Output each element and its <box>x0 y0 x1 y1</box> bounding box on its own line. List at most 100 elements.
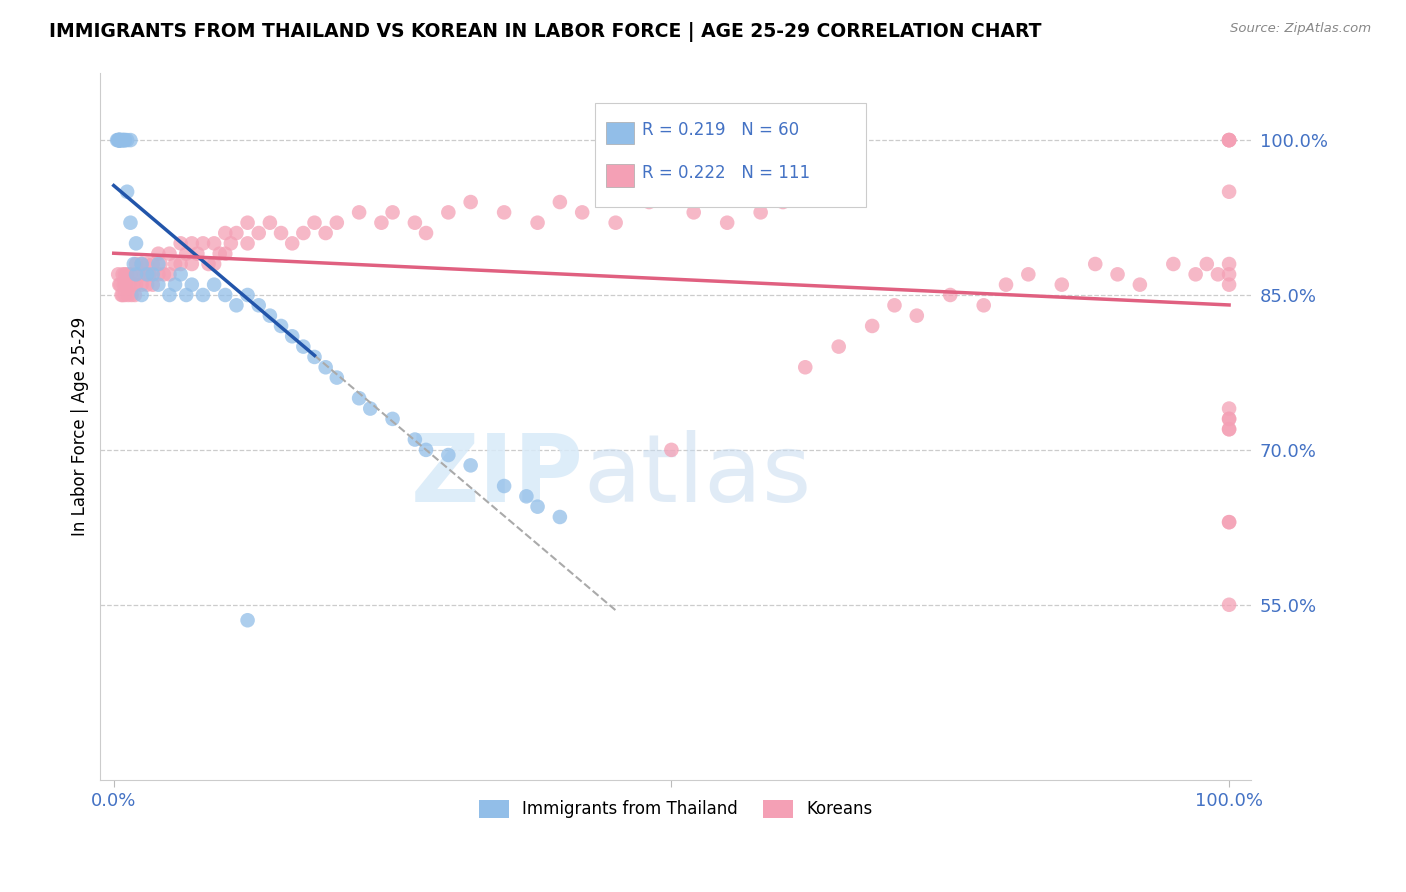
Point <box>108 133 131 147</box>
Point <box>180 236 202 251</box>
Point <box>148 257 170 271</box>
Point <box>1206 268 1229 282</box>
Point <box>1218 401 1240 416</box>
Point <box>1218 515 1240 529</box>
Point <box>381 205 404 219</box>
Point <box>131 257 153 271</box>
Point <box>125 277 148 292</box>
Point <box>131 277 153 292</box>
Point <box>136 268 159 282</box>
Point <box>270 226 292 240</box>
Point <box>315 360 337 375</box>
Point <box>749 205 772 219</box>
Text: IMMIGRANTS FROM THAILAND VS KOREAN IN LABOR FORCE | AGE 25-29 CORRELATION CHART: IMMIGRANTS FROM THAILAND VS KOREAN IN LA… <box>49 22 1042 42</box>
Point <box>494 205 516 219</box>
Point <box>247 226 270 240</box>
Point <box>149 257 172 271</box>
Point <box>148 246 170 260</box>
Point <box>169 257 191 271</box>
Point <box>1084 257 1107 271</box>
Point <box>197 257 219 271</box>
Point <box>259 309 281 323</box>
Text: R = 0.219   N = 60: R = 0.219 N = 60 <box>643 121 800 139</box>
Point <box>110 133 132 147</box>
Point <box>1218 133 1240 147</box>
Point <box>136 277 159 292</box>
Point <box>460 458 482 473</box>
Point <box>122 277 145 292</box>
Point <box>110 133 132 147</box>
Point <box>347 205 370 219</box>
Point <box>973 298 995 312</box>
Point <box>148 277 170 292</box>
Point <box>214 246 236 260</box>
Point <box>437 448 460 462</box>
Point <box>460 195 482 210</box>
Point <box>111 133 134 147</box>
Point <box>225 298 247 312</box>
Point <box>214 226 236 240</box>
Point <box>292 340 315 354</box>
Point <box>169 236 191 251</box>
Point <box>219 236 242 251</box>
Point <box>108 133 131 147</box>
Point <box>112 277 135 292</box>
Point <box>118 277 141 292</box>
Point <box>1218 412 1240 426</box>
Point <box>159 246 181 260</box>
Point <box>148 268 170 282</box>
Point <box>1163 257 1185 271</box>
Point <box>259 216 281 230</box>
Point <box>716 216 738 230</box>
Point <box>270 318 292 333</box>
Point <box>115 133 138 147</box>
Point <box>112 133 135 147</box>
Point <box>115 185 138 199</box>
Point <box>381 412 404 426</box>
Point <box>131 257 153 271</box>
Point <box>995 277 1018 292</box>
Point <box>142 277 165 292</box>
Point <box>107 133 129 147</box>
Point <box>165 277 187 292</box>
Point <box>1184 268 1206 282</box>
Point <box>304 350 326 364</box>
Point <box>281 329 304 343</box>
Point <box>1218 515 1240 529</box>
Point <box>121 288 143 302</box>
Point <box>114 133 136 147</box>
Point <box>1218 422 1240 436</box>
Point <box>772 195 794 210</box>
Point <box>370 216 392 230</box>
Point <box>1218 257 1240 271</box>
Point <box>208 246 231 260</box>
Point <box>125 257 148 271</box>
Point <box>1195 257 1218 271</box>
Point <box>125 268 148 282</box>
Point <box>191 236 214 251</box>
Point <box>794 360 817 375</box>
Point <box>110 288 132 302</box>
Point <box>515 489 537 503</box>
Point <box>114 288 136 302</box>
Point <box>404 433 426 447</box>
Point <box>202 277 225 292</box>
Point <box>1017 268 1039 282</box>
Point <box>108 277 131 292</box>
Point <box>105 133 128 147</box>
Point <box>292 226 315 240</box>
Point <box>1218 268 1240 282</box>
Point <box>180 277 202 292</box>
Point <box>638 195 661 210</box>
Point <box>605 216 627 230</box>
FancyBboxPatch shape <box>606 164 634 186</box>
Point <box>281 236 304 251</box>
Point <box>159 288 181 302</box>
Point <box>108 133 131 147</box>
Point <box>127 268 149 282</box>
Point <box>153 268 176 282</box>
Point <box>132 268 155 282</box>
Point <box>124 288 146 302</box>
Point <box>1129 277 1152 292</box>
Point <box>107 268 129 282</box>
